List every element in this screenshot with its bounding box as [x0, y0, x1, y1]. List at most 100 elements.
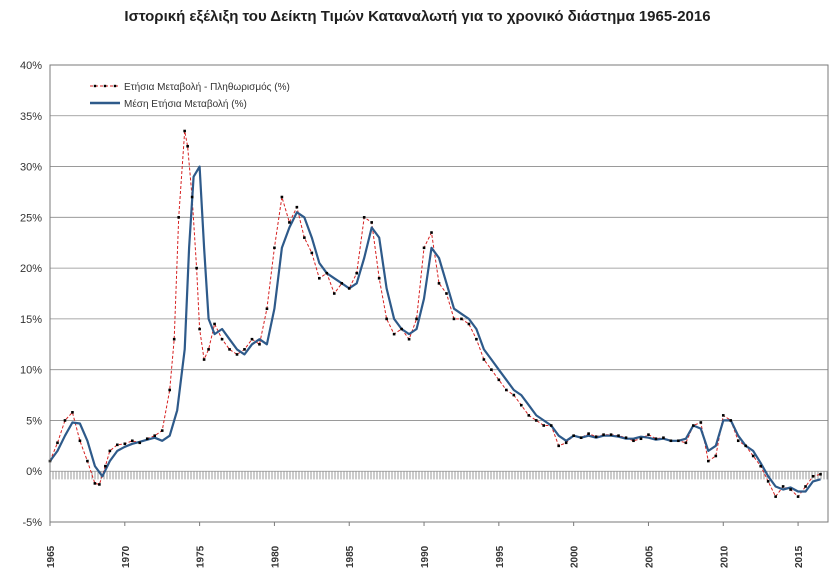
data-point: [707, 459, 710, 463]
data-point: [116, 443, 119, 447]
data-point: [220, 337, 224, 341]
data-point: [579, 436, 583, 440]
data-point: [347, 287, 351, 290]
data-point: [422, 246, 426, 250]
data-point: [235, 353, 239, 356]
data-point: [654, 437, 658, 441]
data-point: [766, 480, 770, 483]
data-point: [177, 216, 180, 219]
x-tick-label: 1975: [196, 545, 207, 568]
data-point: [594, 435, 598, 438]
data-point: [123, 442, 127, 446]
data-point: [647, 433, 650, 436]
data-point: [71, 411, 74, 414]
series-lines: [49, 130, 821, 498]
axes: -5% 0% 5% 10% 15% 20% 25% 30% 35% 40% 1965 1970 1975…: [20, 60, 829, 568]
y-tick-label: 40%: [20, 60, 42, 72]
data-point: [445, 292, 448, 295]
x-tick-label: 2010: [719, 545, 730, 568]
y-tick-label: 35%: [20, 111, 42, 123]
data-point: [202, 358, 206, 361]
data-point: [385, 317, 388, 321]
data-point: [138, 441, 142, 445]
x-tick-label: 1990: [420, 545, 431, 568]
data-point: [490, 368, 493, 371]
y-tick-label: 20%: [20, 263, 42, 275]
data-point: [527, 414, 531, 417]
data-point: [662, 436, 665, 440]
x-tick-label: 1965: [46, 545, 57, 568]
data-point: [721, 414, 725, 417]
data-point: [751, 454, 755, 458]
data-point: [744, 444, 748, 448]
x-tick-label: 2005: [644, 545, 655, 568]
data-point: [452, 317, 456, 321]
data-point: [98, 483, 101, 486]
data-point: [198, 327, 201, 331]
series-line-average: [49, 165, 821, 493]
data-point: [280, 195, 284, 199]
data-point: [534, 419, 538, 422]
y-tick-label: 15%: [20, 314, 42, 326]
y-tick-label: -5%: [22, 517, 42, 529]
data-point: [186, 144, 189, 148]
data-point: [796, 495, 800, 498]
y-tick-label: 10%: [20, 365, 42, 377]
x-tick-label: 2000: [570, 545, 581, 568]
data-point: [759, 464, 762, 468]
data-point: [430, 231, 433, 234]
y-tick-label: 25%: [20, 212, 42, 224]
data-point: [207, 348, 210, 351]
data-point: [273, 246, 276, 250]
data-point: [355, 271, 359, 275]
x-tick-label: 1985: [345, 545, 356, 568]
data-point: [392, 332, 396, 336]
legend-label-annual: Ετήσια Μεταβολή - Πληθωρισμός (%): [124, 81, 290, 93]
data-point: [482, 358, 486, 361]
zero-band: [52, 471, 828, 480]
data-point: [228, 348, 231, 351]
data-point: [318, 276, 321, 280]
data-point: [63, 419, 67, 422]
data-point: [497, 378, 501, 382]
data-point: [699, 421, 703, 424]
data-point: [789, 488, 792, 491]
data-point: [684, 441, 688, 445]
data-point: [108, 449, 112, 453]
y-tick-label: 0%: [26, 466, 42, 478]
x-tick-label: 1995: [495, 545, 506, 568]
data-point: [310, 251, 314, 255]
data-point: [303, 236, 306, 239]
data-point: [415, 317, 418, 321]
data-point: [400, 327, 403, 331]
data-point: [774, 495, 777, 498]
data-point: [160, 429, 164, 432]
data-point: [505, 388, 508, 392]
data-point: [288, 221, 291, 224]
data-point: [332, 292, 336, 295]
data-point: [587, 432, 590, 435]
data-point: [145, 437, 149, 441]
chart-title: Ιστορική εξέλιξη του Δείκτη Τιμών Κατανα…: [124, 8, 711, 25]
data-point: [295, 205, 299, 209]
data-point: [819, 472, 822, 476]
data-point: [93, 482, 97, 485]
data-point: [736, 439, 740, 443]
data-point: [437, 282, 441, 285]
data-point: [340, 282, 344, 285]
data-point: [677, 439, 680, 443]
plot-border: [49, 64, 829, 523]
data-point: [190, 195, 194, 199]
data-point: [692, 424, 695, 427]
data-point: [639, 437, 643, 441]
x-tick-label: 2015: [794, 545, 805, 568]
data-point: [407, 337, 411, 341]
data-point: [183, 129, 186, 133]
data-point: [56, 441, 59, 445]
data-point: [362, 216, 366, 219]
x-tick-label: 1980: [270, 545, 281, 568]
data-point: [130, 439, 134, 443]
data-point: [78, 439, 82, 443]
data-point: [243, 348, 246, 351]
data-point: [467, 322, 471, 326]
